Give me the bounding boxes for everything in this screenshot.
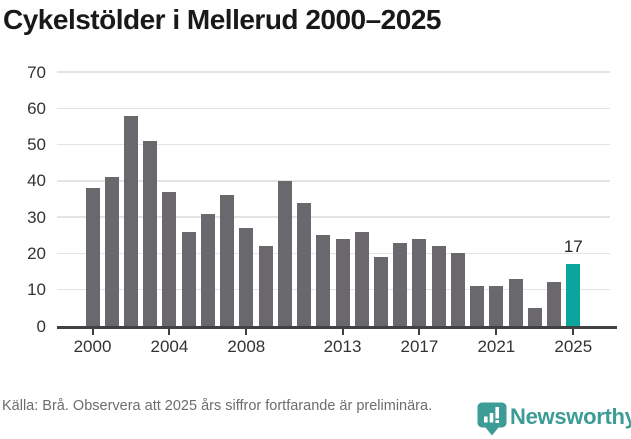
y-axis-tick-label: 30 bbox=[27, 207, 46, 227]
x-axis-tick-label: 2025 bbox=[554, 337, 593, 356]
bar-2015 bbox=[373, 257, 388, 326]
y-axis-tick-label: 20 bbox=[27, 243, 46, 263]
bar-2011 bbox=[297, 202, 312, 326]
x-axis-tick-label: 2004 bbox=[150, 337, 189, 356]
y-gridline bbox=[57, 180, 610, 182]
bar-2020 bbox=[470, 286, 485, 326]
x-axis-tick-mark bbox=[168, 328, 171, 335]
bar-2013 bbox=[335, 238, 350, 326]
bar-2000 bbox=[85, 188, 100, 326]
bar-2024 bbox=[547, 282, 562, 326]
newsworthy-bubble-chart-icon bbox=[477, 402, 507, 436]
y-gridline bbox=[57, 143, 610, 146]
x-axis-tick-mark bbox=[572, 328, 575, 335]
y-axis-tick-label: 60 bbox=[27, 98, 46, 118]
y-gridline bbox=[57, 71, 610, 73]
x-axis-tick-mark bbox=[418, 328, 421, 335]
y-gridline bbox=[57, 216, 610, 218]
x-axis-tick-mark bbox=[495, 328, 498, 335]
y-axis-tick-label: 70 bbox=[27, 62, 46, 82]
x-axis-tick-label: 2017 bbox=[400, 337, 439, 356]
bar-2025 bbox=[566, 264, 581, 326]
source-note: Källa: Brå. Observera att 2025 års siffr… bbox=[2, 398, 433, 414]
bar-2014 bbox=[354, 231, 369, 326]
x-axis-tick-label: 2008 bbox=[227, 337, 266, 356]
plot-area: 0 10 20 30 40 50 60 70 17 2000 2004 2008 2013 2017 202… bbox=[27, 62, 617, 356]
brand-name: Newsworthy bbox=[510, 404, 631, 429]
bar-2018 bbox=[431, 246, 446, 326]
y-gridline bbox=[57, 252, 610, 255]
x-axis-tick-mark bbox=[245, 328, 248, 335]
bar-2006 bbox=[200, 213, 215, 326]
y-axis-tick-label: 40 bbox=[27, 171, 46, 191]
highlight-value-label: 17 bbox=[563, 237, 583, 257]
x-axis-tick-label: 2013 bbox=[323, 337, 362, 356]
bar-2010 bbox=[277, 180, 292, 326]
y-axis-tick-label: 10 bbox=[27, 280, 46, 300]
y-axis-tick-label: 50 bbox=[27, 135, 46, 155]
bar-2017 bbox=[412, 238, 427, 326]
x-axis-tick-mark bbox=[341, 328, 344, 335]
bar-2012 bbox=[316, 235, 331, 326]
brand-logo: Newsworthy bbox=[477, 402, 631, 436]
bar-2016 bbox=[393, 242, 408, 326]
y-gridline bbox=[57, 288, 610, 291]
chart-footer: Källa: Brå. Observera att 2025 års siffr… bbox=[0, 394, 631, 439]
bar-2001 bbox=[104, 177, 119, 326]
bar-2005 bbox=[181, 231, 196, 326]
bar-2023 bbox=[527, 307, 542, 326]
bar-2004 bbox=[162, 191, 177, 326]
x-axis-tick-label: 2000 bbox=[73, 337, 112, 356]
y-gridline bbox=[57, 107, 610, 110]
bar-2002 bbox=[123, 115, 138, 326]
x-axis-tick-mark bbox=[91, 328, 94, 335]
bar-2003 bbox=[143, 140, 158, 326]
bar-2009 bbox=[258, 246, 273, 326]
bar-2022 bbox=[508, 278, 523, 326]
x-axis-line bbox=[57, 326, 617, 329]
x-axis-tick-label: 2021 bbox=[477, 337, 516, 356]
bar-2007 bbox=[220, 195, 235, 326]
bar-2008 bbox=[239, 228, 254, 326]
bar-2019 bbox=[450, 253, 465, 326]
bar-2021 bbox=[489, 286, 504, 326]
y-axis-tick-label: 0 bbox=[36, 316, 46, 336]
chart-title: Cykelstölder i Mellerud 2000–2025 bbox=[3, 4, 441, 35]
